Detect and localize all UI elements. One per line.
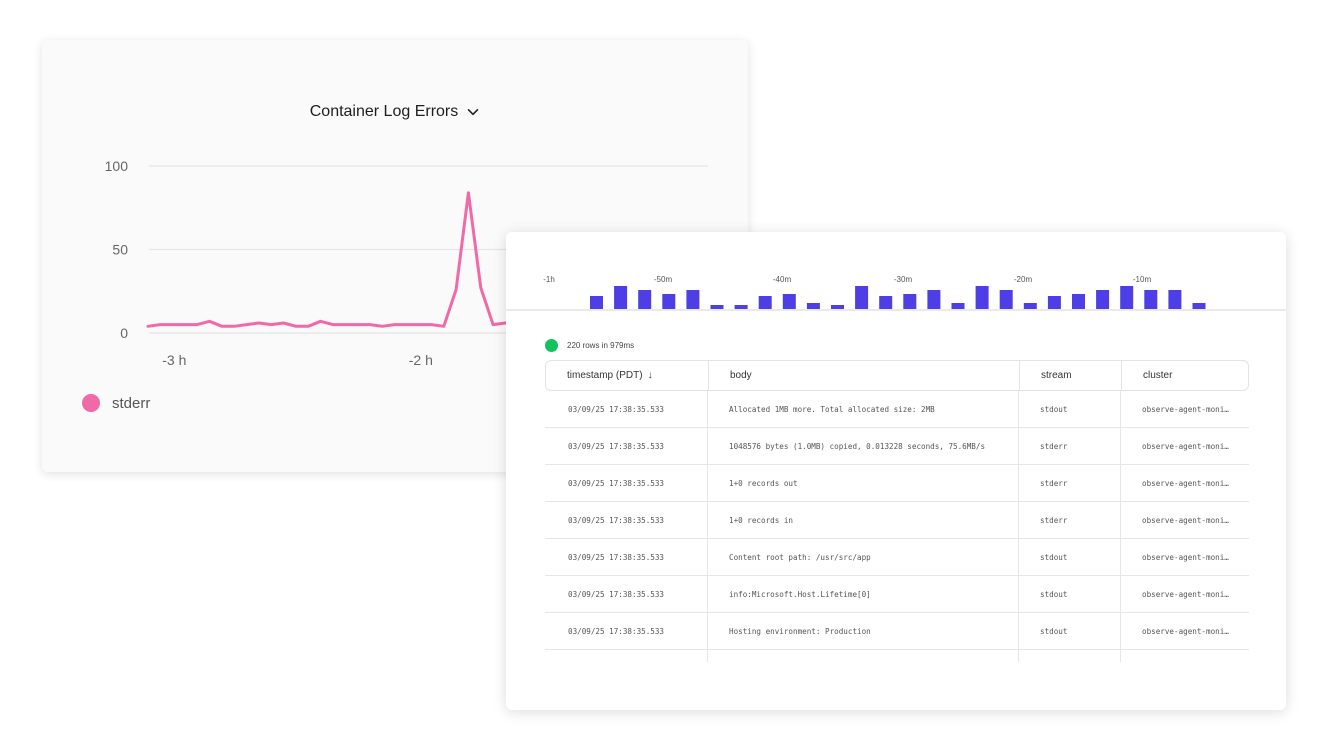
x-tick-label: -2 h xyxy=(409,352,433,368)
histogram-bar[interactable] xyxy=(1072,294,1085,309)
histogram-bar[interactable] xyxy=(975,286,989,309)
cell-body: Allocated 1MB more. Total allocated size… xyxy=(708,391,1019,427)
cell-cluster: observe-agent-moni… xyxy=(1142,478,1229,488)
histogram-bar[interactable] xyxy=(638,290,652,309)
histogram-bar[interactable] xyxy=(734,305,748,309)
histogram-bar[interactable] xyxy=(927,290,941,309)
histogram-bar[interactable] xyxy=(1023,303,1037,309)
column-header-timestamp[interactable]: timestamp (PDT) ↓ xyxy=(546,361,709,390)
cell-timestamp: 03/09/25 17:38:35.533 xyxy=(545,428,708,464)
chart-title: Container Log Errors xyxy=(309,103,459,120)
cell-body: 1048576 bytes (1.0MB) copied, 0.013228 s… xyxy=(708,428,1019,464)
cell-stub xyxy=(545,650,708,662)
cell-stream: stdout xyxy=(1019,539,1121,575)
legend-swatch-stderr xyxy=(82,394,100,412)
cell-cluster: observe-agent-moni… xyxy=(1142,626,1229,636)
row-count-text: 220 rows in 979ms xyxy=(567,341,635,350)
table-row[interactable]: 03/09/25 17:38:35.533 info:Microsoft.Hos… xyxy=(545,576,1249,613)
y-tick-label: 50 xyxy=(112,242,128,258)
y-tick-label: 0 xyxy=(120,325,128,341)
column-label-body: body xyxy=(730,370,752,381)
column-label-timestamp: timestamp (PDT) xyxy=(567,370,643,381)
histogram-bar[interactable] xyxy=(879,296,893,309)
histogram-tick-label: -20m xyxy=(1014,275,1033,284)
chevron-down-icon xyxy=(467,109,479,116)
histogram-tick-label: -50m xyxy=(654,275,673,284)
volume-histogram[interactable]: -1h -50m -40m -30m -20m -10m xyxy=(506,232,1286,312)
cell-cluster: observe-agent-moni… xyxy=(1142,552,1229,562)
cell-cluster: observe-agent-moni… xyxy=(1142,404,1229,414)
chart-title-dropdown[interactable]: Container Log Errors xyxy=(42,100,748,124)
cell-timestamp: 03/09/25 17:38:35.533 xyxy=(545,502,708,538)
table-row[interactable]: 03/09/25 17:38:35.533 Content root path:… xyxy=(545,539,1249,576)
cell-stream: stdout xyxy=(1019,613,1121,649)
table-row[interactable]: 03/09/25 17:38:35.533 Allocated 1MB more… xyxy=(545,391,1249,428)
histogram-tick-label: -1h xyxy=(543,275,555,284)
x-tick-label: -3 h xyxy=(162,352,186,368)
histogram-tick-label: -30m xyxy=(894,275,913,284)
histogram-bar[interactable] xyxy=(999,290,1013,309)
cell-stream: stderr xyxy=(1019,428,1121,464)
histogram-bar[interactable] xyxy=(1120,286,1134,309)
column-header-body[interactable]: body xyxy=(709,361,1020,390)
histogram-bar[interactable] xyxy=(1168,290,1182,309)
histogram-bar[interactable] xyxy=(806,303,820,309)
query-status: 220 rows in 979ms xyxy=(545,339,634,352)
y-tick-label: 100 xyxy=(105,158,129,174)
histogram-bar[interactable] xyxy=(710,305,724,309)
legend-label-stderr: stderr xyxy=(112,394,151,412)
cell-timestamp: 03/09/25 17:38:35.533 xyxy=(545,465,708,501)
table-row[interactable]: 03/09/25 17:38:35.533 1+0 records in std… xyxy=(545,502,1249,539)
cell-body: Content root path: /usr/src/app xyxy=(708,539,1019,575)
column-label-stream: stream xyxy=(1041,370,1072,381)
cell-stream: stdout xyxy=(1019,391,1121,427)
cell-body: info:Microsoft.Host.Lifetime[0] xyxy=(708,576,1019,612)
chart-legend[interactable]: stderr xyxy=(82,394,150,412)
histogram-bar[interactable] xyxy=(614,286,628,309)
histogram-bar[interactable] xyxy=(686,290,700,309)
cell-stub xyxy=(708,650,1019,662)
cell-stub xyxy=(1121,650,1247,662)
histogram-bar[interactable] xyxy=(831,305,844,309)
log-table: timestamp (PDT) ↓ body stream cluster 03… xyxy=(545,360,1249,662)
table-row[interactable]: 03/09/25 17:38:35.533 1048576 bytes (1.0… xyxy=(545,428,1249,465)
cell-cluster: observe-agent-moni… xyxy=(1142,441,1229,451)
cell-timestamp: 03/09/25 17:38:35.533 xyxy=(545,539,708,575)
cell-body: 1+0 records out xyxy=(708,465,1019,501)
column-header-stream[interactable]: stream xyxy=(1020,361,1122,390)
log-explorer-panel: -1h -50m -40m -30m -20m -10m 220 rows in 979m… xyxy=(506,232,1286,710)
table-row[interactable]: 03/09/25 17:38:35.533 1+0 records out st… xyxy=(545,465,1249,502)
cell-body: 1+0 records in xyxy=(708,502,1019,538)
cell-stream: stderr xyxy=(1019,502,1121,538)
histogram-bar[interactable] xyxy=(951,303,965,309)
sort-desc-icon[interactable]: ↓ xyxy=(647,370,653,381)
column-label-cluster: cluster xyxy=(1143,370,1173,381)
cell-timestamp: 03/09/25 17:38:35.533 xyxy=(545,391,708,427)
histogram-bar[interactable] xyxy=(1047,296,1061,309)
cell-stream: stdout xyxy=(1019,576,1121,612)
status-success-icon xyxy=(545,339,558,352)
histogram-tick-label: -40m xyxy=(773,275,792,284)
table-row-partial xyxy=(545,650,1249,662)
histogram-bar[interactable] xyxy=(1096,290,1110,309)
cell-stub xyxy=(1019,650,1121,662)
cell-body: Hosting environment: Production xyxy=(708,613,1019,649)
cell-timestamp: 03/09/25 17:38:35.533 xyxy=(545,613,708,649)
histogram-tick-label: -10m xyxy=(1133,275,1152,284)
cell-timestamp: 03/09/25 17:38:35.533 xyxy=(545,576,708,612)
histogram-bar[interactable] xyxy=(903,294,917,309)
column-header-cluster[interactable]: cluster xyxy=(1122,361,1248,390)
cell-stream: stderr xyxy=(1019,465,1121,501)
histogram-bar[interactable] xyxy=(855,286,869,309)
histogram-bar[interactable] xyxy=(782,294,796,309)
histogram-bar[interactable] xyxy=(590,296,603,309)
cell-cluster: observe-agent-moni… xyxy=(1142,589,1229,599)
histogram-bar[interactable] xyxy=(1192,303,1206,309)
table-row[interactable]: 03/09/25 17:38:35.533 Hosting environmen… xyxy=(545,613,1249,650)
histogram-bar[interactable] xyxy=(758,296,772,309)
cell-cluster: observe-agent-moni… xyxy=(1142,515,1229,525)
histogram-bar[interactable] xyxy=(662,294,676,309)
table-header: timestamp (PDT) ↓ body stream cluster xyxy=(545,360,1249,391)
histogram-bar[interactable] xyxy=(1144,290,1158,309)
